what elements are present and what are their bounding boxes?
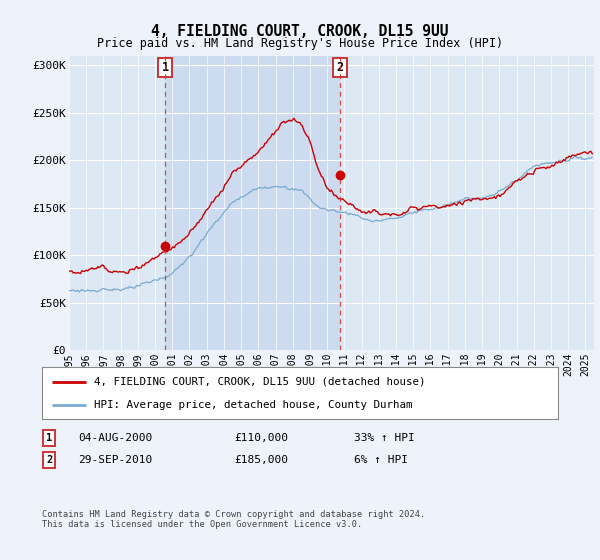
Text: 6% ↑ HPI: 6% ↑ HPI	[354, 455, 408, 465]
Bar	[165, 56, 340, 350]
Text: Price paid vs. HM Land Registry's House Price Index (HPI): Price paid vs. HM Land Registry's House …	[97, 36, 503, 50]
Text: 1: 1	[161, 61, 169, 74]
Text: Contains HM Land Registry data © Crown copyright and database right 2024.
This d: Contains HM Land Registry data © Crown c…	[42, 510, 425, 529]
Text: 1: 1	[46, 433, 52, 443]
Text: 29-SEP-2010: 29-SEP-2010	[78, 455, 152, 465]
Text: HPI: Average price, detached house, County Durham: HPI: Average price, detached house, Coun…	[94, 400, 412, 410]
Text: 4, FIELDING COURT, CROOK, DL15 9UU: 4, FIELDING COURT, CROOK, DL15 9UU	[151, 25, 449, 39]
Text: 33% ↑ HPI: 33% ↑ HPI	[354, 433, 415, 443]
Text: £185,000: £185,000	[234, 455, 288, 465]
Text: £110,000: £110,000	[234, 433, 288, 443]
Text: 4, FIELDING COURT, CROOK, DL15 9UU (detached house): 4, FIELDING COURT, CROOK, DL15 9UU (deta…	[94, 377, 425, 387]
Text: 04-AUG-2000: 04-AUG-2000	[78, 433, 152, 443]
Text: 2: 2	[46, 455, 52, 465]
Text: 2: 2	[337, 61, 344, 74]
